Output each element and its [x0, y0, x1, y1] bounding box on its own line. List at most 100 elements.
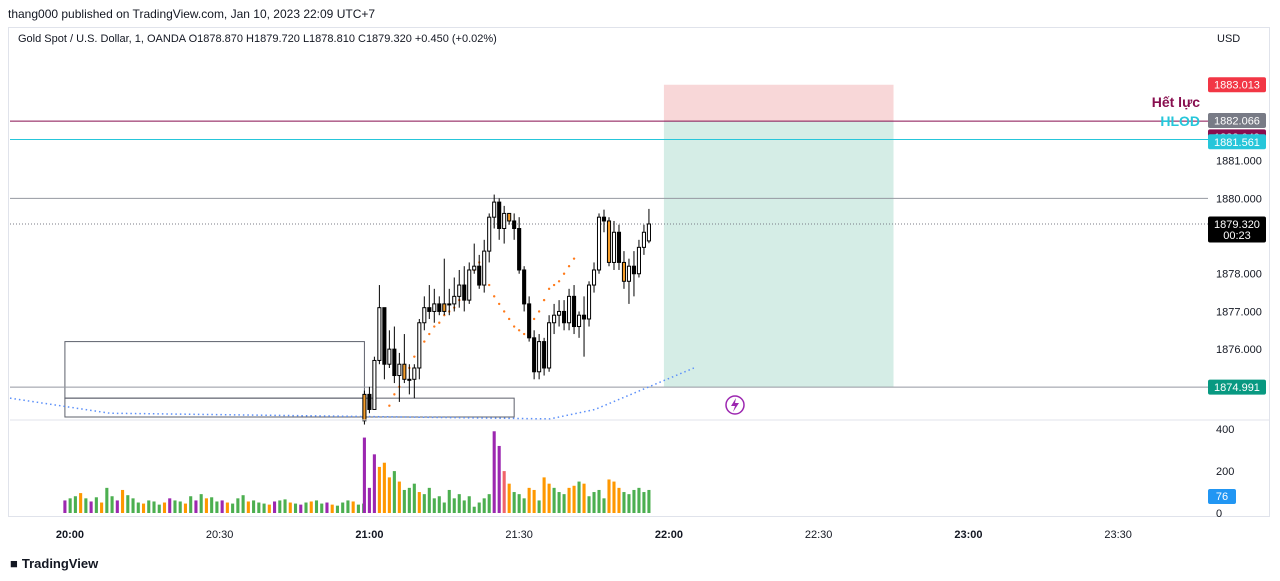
psar-dot: [517, 329, 521, 332]
volume-bar: [304, 502, 308, 513]
candle-body: [427, 307, 432, 312]
psar-dot: [537, 310, 541, 313]
volume-bar: [314, 500, 319, 513]
candle: [482, 239, 487, 293]
candle-body: [452, 295, 457, 305]
volume-bar: [387, 477, 391, 513]
volume-bar: [79, 493, 83, 513]
candle-body: [596, 216, 602, 271]
volume-bar: [557, 492, 561, 513]
volume-bar: [63, 500, 67, 513]
candle-body: [472, 265, 477, 271]
candle: [591, 262, 597, 293]
volume-bar: [236, 498, 240, 513]
psar-dot: [438, 321, 441, 324]
candle-body: [522, 269, 527, 305]
candle-body: [611, 231, 617, 263]
candle: [497, 198, 502, 240]
candle: [372, 356, 377, 410]
candle-body: [502, 212, 507, 229]
het-luc-label: Hết lực: [1152, 94, 1200, 110]
candle: [492, 194, 497, 229]
psar-dot: [567, 265, 571, 268]
volume-bar: [73, 496, 77, 513]
volume-bar: [417, 492, 421, 513]
candle: [427, 285, 432, 319]
candle: [522, 266, 527, 312]
volume-bar: [627, 494, 631, 513]
time-tick-label: 22:00: [655, 529, 683, 541]
candle: [641, 224, 646, 255]
psar-dot: [532, 317, 536, 321]
candle-body: [497, 201, 502, 229]
psar-dot: [413, 355, 416, 358]
candle-body: [631, 265, 637, 275]
volume-bar: [512, 492, 516, 513]
axis-layer: 1881.0001880.0001879.0001878.0001877.000…: [10, 156, 1269, 541]
target-price-badge-bg: [1208, 77, 1266, 93]
volume-bar: [382, 462, 386, 513]
volume-bar: [462, 500, 466, 513]
candle-body: [512, 220, 517, 230]
candle: [397, 352, 402, 402]
candle-body: [422, 307, 427, 324]
candle: [532, 330, 537, 380]
candle: [577, 311, 582, 338]
volume-bar: [262, 503, 266, 513]
candle-body: [397, 363, 402, 377]
volume-bar: [84, 498, 88, 513]
candle-body: [377, 307, 382, 361]
volume-bar: [335, 505, 340, 513]
grey-price-badge-bg: [1208, 112, 1266, 128]
candle: [387, 330, 392, 368]
candle-body: [482, 250, 487, 286]
price-tick-label: 1876.000: [1216, 344, 1262, 356]
candle: [636, 239, 641, 278]
candle-body: [457, 284, 462, 297]
candle-body: [477, 265, 482, 286]
time-tick-label: 21:30: [505, 529, 533, 541]
volume-bar: [517, 494, 521, 513]
volume-bar: [427, 487, 431, 513]
candle: [581, 296, 587, 357]
candle-body: [507, 212, 512, 222]
candle-body: [437, 303, 442, 312]
volume-tick-label: 0: [1216, 508, 1222, 520]
volume-bar: [168, 498, 172, 513]
volume-bar: [467, 496, 471, 513]
currency-label[interactable]: USD: [1217, 33, 1241, 45]
volume-bar: [477, 502, 481, 513]
range-box-0: [64, 341, 365, 399]
candle-body: [382, 307, 387, 365]
volume-bar: [183, 503, 188, 513]
tradingview-brand[interactable]: ■ TradingView: [10, 556, 98, 571]
candle: [542, 337, 547, 376]
psar-dot: [492, 295, 496, 298]
symbol-legend[interactable]: Gold Spot / U.S. Dollar, 1, OANDA O1878.…: [18, 33, 497, 45]
volume-bar: [126, 495, 130, 513]
volume-bar: [131, 498, 135, 513]
background-layer: [64, 84, 894, 418]
volume-bar: [562, 494, 566, 513]
volume-bar: [204, 498, 208, 513]
candle: [601, 209, 607, 233]
volume-bar: [507, 483, 511, 513]
brand-label: TradingView: [21, 556, 99, 571]
candle: [547, 315, 552, 372]
candle-body: [537, 341, 542, 373]
candle-body: [417, 322, 422, 369]
candle-body: [532, 337, 537, 373]
volume-bar: [542, 477, 546, 513]
candle: [437, 296, 442, 316]
hlod-price-badge-bg: [1208, 134, 1266, 150]
volume-bar: [309, 501, 313, 513]
publisher-line: thang000 published on TradingView.com, J…: [8, 7, 376, 21]
volume-bar: [447, 489, 451, 513]
volume-bar: [637, 487, 641, 513]
stop-zone: [663, 121, 894, 388]
volume-bar: [356, 504, 360, 513]
volume-bar: [178, 501, 182, 513]
volume-bar: [577, 481, 581, 513]
lightning-icon[interactable]: [725, 395, 745, 415]
